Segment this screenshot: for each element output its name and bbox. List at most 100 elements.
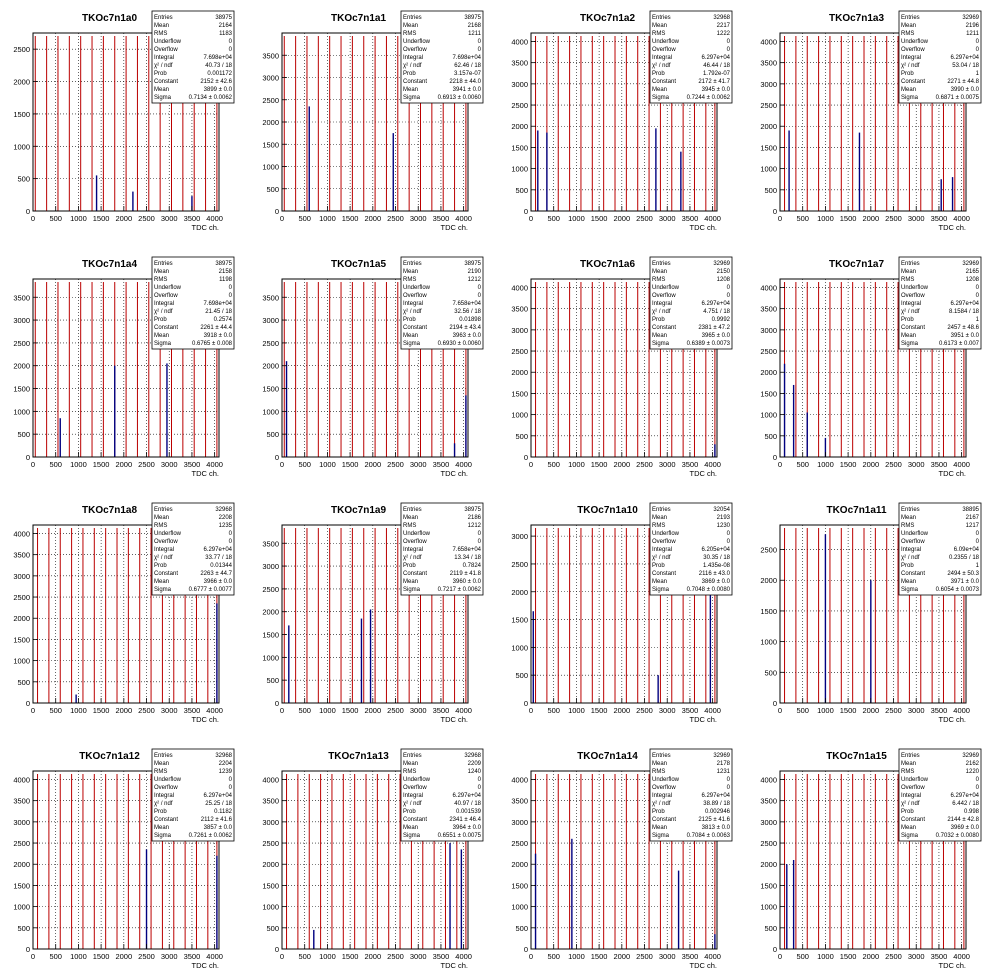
y-tick-label: 500: [266, 430, 279, 439]
stats-label: Constant: [901, 79, 925, 85]
histogram-panel: TKOc7n1a1 0 500 1000 1500 2000 2500 3000 3500 400…: [262, 10, 484, 232]
stats-label: χ² / ndf: [403, 63, 422, 69]
stats-label: Prob: [154, 317, 167, 323]
stats-value: 0: [478, 777, 482, 783]
stats-label: Sigma: [901, 341, 919, 347]
y-tick-label: 1500: [760, 607, 777, 616]
x-tick-label: 3000: [659, 952, 676, 961]
stats-label: Sigma: [652, 95, 670, 101]
stats-value: 1230: [717, 523, 731, 529]
x-tick-label: 3500: [184, 460, 201, 469]
x-tick-label: 0: [31, 706, 35, 715]
stats-label: χ² / ndf: [901, 63, 920, 69]
y-tick-label: 0: [26, 699, 30, 708]
stats-label: Prob: [403, 563, 416, 569]
x-axis-label: TDC ch.: [191, 961, 219, 970]
x-tick-label: 2500: [138, 214, 155, 223]
stats-label: Overflow: [154, 293, 178, 299]
x-tick-label: 500: [298, 706, 311, 715]
stats-label: Mean: [652, 825, 667, 831]
stats-label: Mean: [652, 87, 667, 93]
stats-label: Prob: [652, 71, 665, 77]
y-tick-label: 1500: [13, 635, 30, 644]
stats-label: RMS: [652, 769, 665, 775]
stats-value: 32968: [215, 507, 232, 513]
y-tick-label: 4000: [511, 283, 528, 292]
stats-label: χ² / ndf: [403, 801, 422, 807]
y-tick-label: 3000: [13, 818, 30, 827]
y-tick-label: 2000: [13, 860, 30, 869]
x-tick-label: 4000: [455, 460, 472, 469]
x-tick-label: 4000: [704, 460, 721, 469]
stats-label: Mean: [403, 825, 418, 831]
stats-value: 2204: [219, 761, 233, 767]
x-tick-label: 500: [796, 214, 809, 223]
stats-label: RMS: [652, 31, 665, 37]
x-tick-label: 0: [31, 460, 35, 469]
stats-box: [151, 748, 235, 842]
stats-value: 0: [229, 531, 233, 537]
y-tick-label: 2000: [760, 368, 777, 377]
x-tick-label: 1000: [319, 460, 336, 469]
stats-value: 0.998: [964, 809, 980, 815]
panel-title: TKOc7n1a7: [829, 259, 884, 270]
stats-label: Mean: [403, 761, 418, 767]
x-tick-label: 4000: [953, 952, 970, 961]
stats-label: Underflow: [403, 531, 431, 537]
stats-value: 0: [478, 539, 482, 545]
stats-box: [898, 748, 982, 842]
x-tick-label: 500: [49, 460, 62, 469]
stats-label: Constant: [154, 325, 178, 331]
y-tick-label: 3000: [511, 532, 528, 541]
stats-label: Mean: [652, 515, 667, 521]
y-tick-label: 2500: [760, 101, 777, 110]
stats-value: 6.09e+04: [954, 547, 980, 553]
stats-value: 32968: [464, 753, 481, 759]
stats-value: 3951 ± 0.0: [951, 333, 980, 339]
stats-value: 7.658e+04: [452, 547, 481, 553]
stats-value: 2152 ± 42.6: [200, 79, 232, 85]
y-tick-label: 2000: [511, 588, 528, 597]
stats-value: 0: [229, 39, 233, 45]
x-tick-label: 3500: [931, 214, 948, 223]
stats-label: Integral: [901, 301, 921, 307]
x-tick-label: 1500: [93, 460, 110, 469]
stats-label: Underflow: [652, 39, 680, 45]
y-tick-label: 0: [26, 453, 30, 462]
y-tick-label: 1000: [760, 903, 777, 912]
stats-label: Mean: [154, 87, 169, 93]
stats-label: Integral: [154, 547, 174, 553]
stats-label: Integral: [403, 301, 423, 307]
stats-value: 32969: [962, 753, 979, 759]
stats-label: Sigma: [901, 833, 919, 839]
y-tick-label: 4000: [760, 37, 777, 46]
stats-label: Sigma: [901, 587, 919, 593]
plot-frame: [32, 524, 220, 704]
stats-label: Entries: [403, 753, 422, 759]
stats-label: Constant: [154, 817, 178, 823]
stats-value: 2168: [468, 23, 482, 29]
stats-value: 2116 ± 43.0: [699, 571, 731, 577]
x-tick-label: 500: [547, 952, 560, 961]
stats-value: 3971 ± 0.0: [951, 579, 980, 585]
stats-value: 7.698e+04: [203, 55, 232, 61]
stats-value: 53.04 / 18: [952, 63, 979, 69]
x-axis-label: TDC ch.: [440, 469, 468, 478]
stats-label: Entries: [901, 507, 920, 513]
x-tick-label: 1500: [342, 952, 359, 961]
stats-label: Entries: [652, 15, 671, 21]
y-tick-label: 0: [26, 207, 30, 216]
x-tick-label: 3000: [161, 214, 178, 223]
y-tick-label: 1000: [262, 653, 279, 662]
x-tick-label: 0: [31, 214, 35, 223]
stats-value: 0.7244 ± 0.0062: [687, 95, 731, 101]
x-tick-label: 3500: [682, 706, 699, 715]
stats-value: 1240: [468, 769, 482, 775]
x-tick-label: 4000: [953, 706, 970, 715]
x-tick-label: 2500: [636, 706, 653, 715]
stats-label: Sigma: [652, 587, 670, 593]
panel-title: TKOc7n1a5: [331, 259, 386, 270]
stats-label: RMS: [154, 523, 167, 529]
x-tick-label: 500: [298, 460, 311, 469]
